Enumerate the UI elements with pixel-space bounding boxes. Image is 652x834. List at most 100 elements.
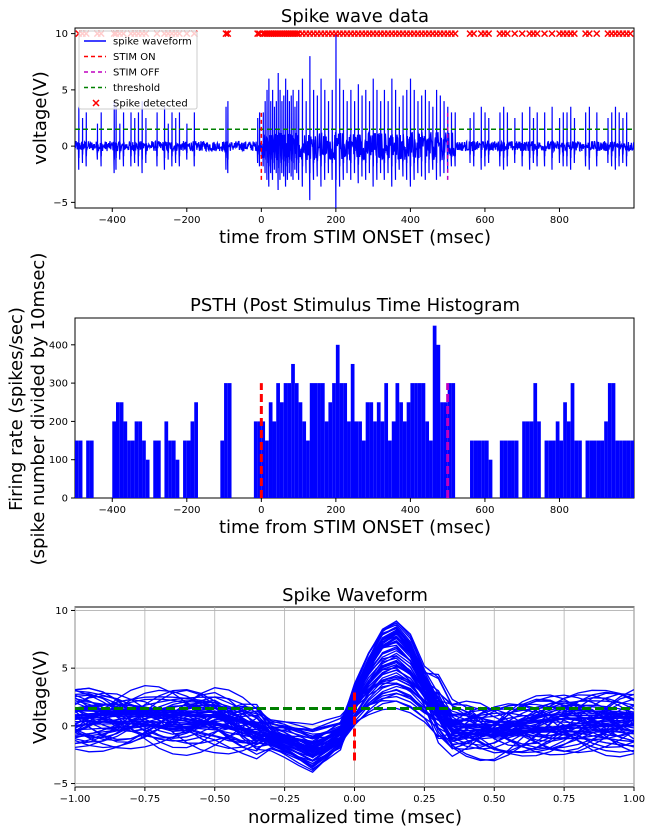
psth-bar [436,344,441,498]
marker-stroke [293,30,301,38]
psth-bar [410,383,415,498]
psth-bar [89,440,94,498]
psth-bar [402,421,407,498]
spike-detected-marker [503,30,511,38]
marker-stroke [503,30,511,38]
psth-bar [134,421,139,498]
psth-bar [604,421,608,498]
psth-bar [309,383,314,498]
x-tick-label: −0.50 [199,794,230,805]
marker-stroke [533,30,541,38]
y-tick-label: 0 [62,494,68,505]
legend-label: spike waveform [113,37,192,48]
spike-detected-marker [533,30,541,38]
spike-detected-marker [626,30,634,38]
psth-bar [320,383,325,498]
spike-detected-marker [254,30,262,38]
psth-bar [332,383,336,498]
psth-bar [596,440,601,498]
legend-marker [92,99,100,107]
psth-bar [347,421,351,498]
psth-bar [488,459,493,498]
x-tick-label: 800 [550,215,569,226]
psth-bar [529,421,534,498]
psth-bar [525,421,530,498]
psth-bar [253,421,258,498]
psth-bar [607,383,612,498]
marker-stroke [570,30,578,38]
psth-bar [261,421,266,498]
spike-detected-marker [224,30,232,38]
spike-detected-marker [451,30,459,38]
psth-bar [373,421,377,498]
psth-bar [544,440,549,498]
psth-bar [522,421,526,498]
psth-bar [145,459,150,498]
chart2-title: PSTH (Post Stimulus Time Histogram [190,295,520,316]
psth-bar [343,383,348,498]
shared-ylabel-line2: (spike number divided by 10msec) [28,253,49,566]
psth-bar [265,440,269,498]
psth-bar [183,440,187,498]
shared-ylabel-line1: Firing rate (spikes/sec) [6,307,27,511]
psth-bar [388,440,392,498]
y-tick-label: 10 [55,29,68,40]
psth-bar [156,440,161,498]
psth-chart: PSTH (Post Stimulus Time Histogram −400 −… [49,295,635,538]
psth-bar [112,421,116,498]
x-tick-label: 1.00 [623,794,645,805]
x-tick-label: 800 [550,505,569,516]
psth-bar [615,440,620,498]
spike-detected-marker [511,30,519,38]
psth-bar [447,383,452,498]
psth-bar [414,383,418,498]
psth-bar [503,440,508,498]
psth-bar [399,402,403,498]
chart1-plot-frame [74,27,635,209]
y-tick-label: 5 [62,85,68,96]
psth-bar [451,383,456,498]
psth-bar [537,421,541,498]
y-tick-label: 5 [62,664,68,675]
psth-bar [566,421,571,498]
psth-bar [384,383,389,498]
spike-waveform-line [75,33,634,208]
legend-label: STIM OFF [113,68,160,79]
psth-bar [365,402,370,498]
psth-bar [589,440,594,498]
x-tick-label: −200 [173,215,200,226]
psth-bar [306,440,310,498]
psth-bar [563,402,567,498]
x-tick-label: −200 [173,505,200,516]
psth-bar [585,440,590,498]
psth-bar [611,383,616,498]
psth-bar [484,440,489,498]
x-tick-label: 0.50 [483,794,505,805]
psth-bar [130,440,135,498]
psth-bar [164,421,169,498]
marker-stroke [470,30,478,38]
psth-bar [168,440,172,498]
psth-bar [619,440,623,498]
marker-stroke [548,30,556,38]
psth-bar [272,421,277,498]
chart3-xlabel: normalized time (msec) [248,807,462,828]
psth-bar [175,459,180,498]
psth-bar [514,440,519,498]
x-tick-label: 200 [326,215,345,226]
x-tick-label: 600 [475,505,494,516]
psth-bar [470,440,474,498]
psth-bar [600,440,605,498]
psth-bar [86,440,90,498]
psth-bar [477,440,482,498]
psth-bar [358,421,362,498]
psth-bar [406,402,411,498]
x-tick-label: 400 [401,505,420,516]
y-tick-label: 400 [49,340,68,351]
spike-detected-marker [470,30,478,38]
spike-detected-marker [485,30,493,38]
psth-bar [574,440,579,498]
psth-bar [257,421,262,498]
x-tick-label: −0.75 [130,794,161,805]
